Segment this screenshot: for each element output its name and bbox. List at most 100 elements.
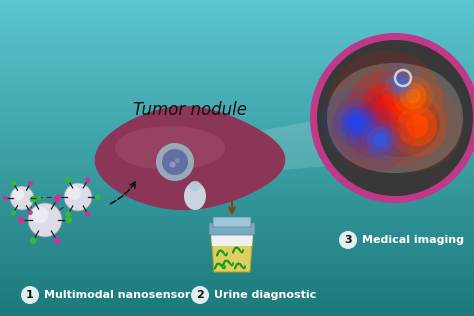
Circle shape [3, 196, 8, 200]
Bar [0, 111, 474, 116]
Circle shape [30, 196, 36, 203]
Bar [0, 289, 474, 293]
Text: Tumor nodule: Tumor nodule [133, 101, 247, 119]
Circle shape [54, 237, 60, 244]
Bar [0, 95, 474, 100]
Circle shape [372, 95, 402, 125]
Polygon shape [211, 232, 253, 272]
Circle shape [350, 110, 410, 170]
Polygon shape [115, 126, 225, 170]
Bar [0, 12, 474, 17]
Bar [0, 241, 474, 246]
Bar [0, 174, 474, 179]
Bar [0, 253, 474, 258]
Polygon shape [95, 106, 285, 210]
Bar [0, 118, 474, 124]
Circle shape [387, 96, 447, 156]
Circle shape [28, 203, 62, 237]
Circle shape [28, 210, 33, 215]
Circle shape [347, 70, 427, 150]
Circle shape [310, 33, 474, 203]
Circle shape [10, 186, 34, 210]
Bar [0, 8, 474, 13]
Circle shape [383, 66, 443, 126]
Bar [0, 166, 474, 171]
Bar [0, 99, 474, 104]
Bar [0, 292, 474, 297]
Bar [0, 40, 474, 45]
Circle shape [405, 88, 420, 104]
Text: 2: 2 [196, 290, 204, 300]
Bar [0, 4, 474, 9]
Bar [0, 296, 474, 301]
Circle shape [339, 231, 357, 249]
Circle shape [65, 211, 71, 217]
Circle shape [11, 181, 16, 186]
Circle shape [31, 206, 48, 223]
Bar [0, 272, 474, 277]
Circle shape [333, 99, 381, 147]
Bar [0, 134, 474, 139]
Circle shape [321, 87, 393, 159]
Circle shape [54, 196, 60, 203]
Circle shape [85, 211, 91, 217]
Bar [0, 182, 474, 187]
Bar [0, 186, 474, 191]
FancyBboxPatch shape [209, 223, 255, 235]
Bar [0, 257, 474, 262]
Circle shape [386, 69, 414, 97]
Circle shape [95, 194, 100, 200]
Bar [0, 71, 474, 76]
Circle shape [30, 237, 36, 244]
Bar [0, 126, 474, 131]
Circle shape [372, 81, 462, 171]
Ellipse shape [189, 181, 201, 191]
Bar [0, 190, 474, 195]
Bar [0, 79, 474, 84]
Circle shape [65, 177, 71, 183]
Bar [0, 284, 474, 289]
Circle shape [327, 50, 447, 170]
Bar [0, 205, 474, 210]
Bar [0, 47, 474, 52]
Bar [0, 198, 474, 203]
Circle shape [360, 83, 414, 137]
Bar [0, 107, 474, 112]
Polygon shape [211, 232, 253, 246]
Bar [0, 27, 474, 33]
Bar [0, 162, 474, 167]
Circle shape [191, 286, 209, 304]
Circle shape [18, 216, 25, 223]
Bar [0, 202, 474, 206]
Bar [0, 146, 474, 151]
Circle shape [391, 74, 410, 93]
Circle shape [28, 181, 33, 186]
Bar [0, 249, 474, 254]
Circle shape [85, 177, 91, 183]
Bar [0, 154, 474, 159]
Bar [0, 300, 474, 305]
Bar [0, 225, 474, 230]
Circle shape [393, 76, 433, 116]
Ellipse shape [184, 182, 206, 210]
Bar [0, 229, 474, 234]
Circle shape [64, 183, 92, 211]
Circle shape [156, 143, 194, 181]
Bar [0, 237, 474, 242]
Bar [0, 269, 474, 274]
Ellipse shape [360, 89, 440, 157]
Bar [0, 91, 474, 96]
Circle shape [395, 78, 405, 88]
Circle shape [162, 149, 188, 175]
Bar [0, 87, 474, 92]
Bar [0, 20, 474, 25]
Bar [0, 158, 474, 163]
Bar [0, 138, 474, 143]
Bar [0, 63, 474, 68]
Bar [0, 103, 474, 108]
Circle shape [348, 114, 366, 132]
Bar [0, 193, 474, 198]
Bar [0, 67, 474, 72]
Circle shape [363, 119, 383, 141]
Bar [0, 24, 474, 29]
